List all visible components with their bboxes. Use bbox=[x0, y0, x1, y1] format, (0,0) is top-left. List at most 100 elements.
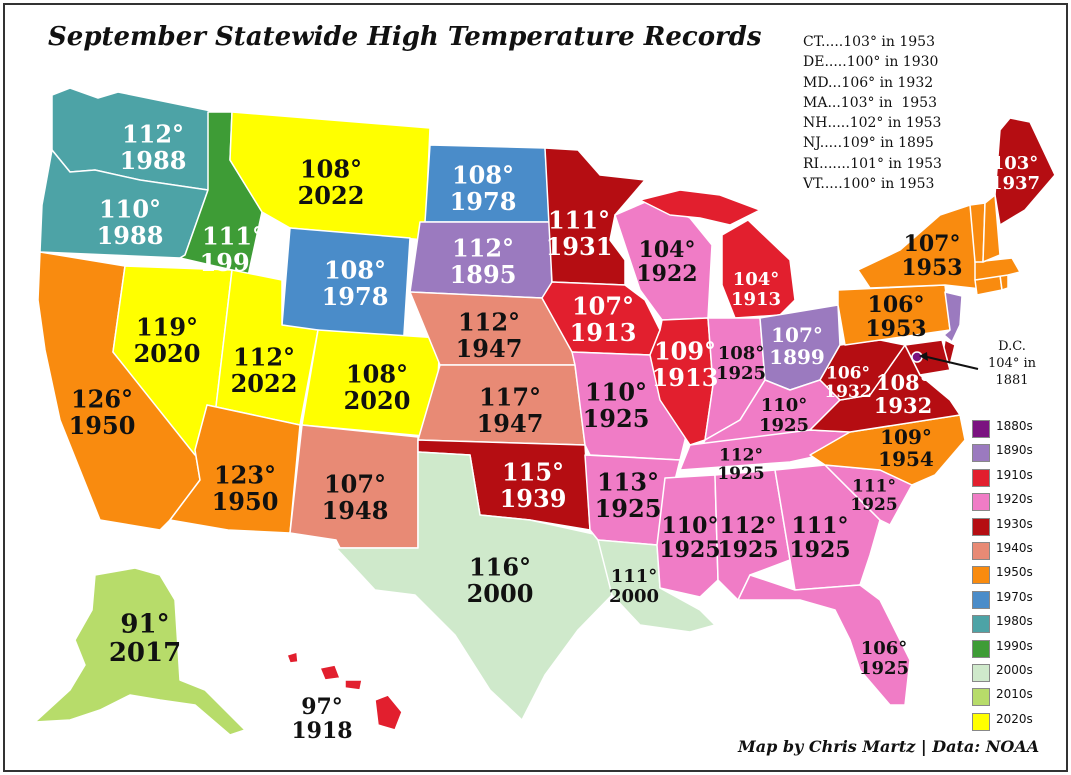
legend-swatch bbox=[972, 639, 990, 658]
legend-swatch bbox=[972, 517, 990, 536]
state-year-al: 1925 bbox=[717, 537, 778, 563]
legend-swatch bbox=[972, 541, 990, 560]
state-label-in: 108°1925 bbox=[716, 343, 766, 384]
state-ak bbox=[34, 567, 246, 736]
state-tx bbox=[335, 451, 613, 721]
state-year-mt: 2022 bbox=[298, 181, 365, 210]
state-temp-ks: 117° bbox=[479, 383, 541, 412]
state-hi-part-2 bbox=[344, 679, 363, 691]
state-year-ut: 2022 bbox=[231, 369, 298, 398]
legend-swatch bbox=[972, 468, 990, 487]
state-year-il: 1913 bbox=[652, 363, 719, 392]
state-year-va: 1932 bbox=[874, 393, 932, 418]
state-temp-va: 108° bbox=[876, 370, 930, 395]
state-temp-la: 111° bbox=[611, 566, 658, 587]
map-title: September Statewide High Temperature Rec… bbox=[48, 22, 762, 52]
state-temp-nm: 107° bbox=[324, 470, 386, 499]
state-label-mi: 104°1913 bbox=[731, 269, 781, 310]
state-nh bbox=[982, 194, 1001, 263]
state-temp-fl: 106° bbox=[861, 638, 908, 659]
legend-swatch bbox=[972, 688, 990, 707]
state-year-wa: 1988 bbox=[120, 146, 187, 175]
state-temp-me: 103° bbox=[992, 153, 1039, 174]
state-label-hi: 97°1918 bbox=[291, 694, 352, 744]
state-label-me: 103°1937 bbox=[990, 153, 1040, 194]
state-year-ca: 1950 bbox=[69, 411, 136, 440]
legend-label: 2020s bbox=[996, 711, 1033, 726]
state-year-nv: 2020 bbox=[134, 339, 201, 368]
state-year-in: 1925 bbox=[716, 363, 766, 384]
small-state-record: MA...103° in 1953 bbox=[803, 94, 937, 111]
state-year-ar: 1925 bbox=[595, 494, 662, 523]
small-state-record: NH.....102° in 1953 bbox=[803, 115, 942, 132]
state-year-nc: 1954 bbox=[878, 447, 934, 471]
state-label-nm: 107°1948 bbox=[322, 470, 389, 525]
state-temp-wy: 108° bbox=[324, 256, 386, 285]
state-temp-hi: 97° bbox=[301, 694, 343, 720]
state-label-wa: 112°1988 bbox=[120, 120, 187, 175]
small-state-record: NJ.....109° in 1895 bbox=[803, 135, 934, 152]
state-year-ok: 1939 bbox=[500, 484, 567, 513]
state-ma bbox=[974, 257, 1021, 281]
dc-pointer-arrow bbox=[919, 352, 928, 361]
state-label-ky: 110°1925 bbox=[759, 395, 809, 436]
state-label-nd: 108°1978 bbox=[450, 161, 517, 216]
state-temp-nv: 119° bbox=[136, 313, 198, 342]
state-year-ga: 1925 bbox=[789, 537, 850, 563]
state-label-al: 112°1925 bbox=[717, 513, 778, 563]
state-label-la: 111°2000 bbox=[609, 566, 659, 607]
legend-label: 1940s bbox=[996, 540, 1033, 555]
state-label-or: 110°1988 bbox=[97, 195, 164, 250]
state-temp-tx: 116° bbox=[469, 553, 531, 582]
state-label-ia: 107°1913 bbox=[570, 292, 637, 347]
dc-callout: D.C. 104° in 1881 bbox=[972, 338, 1052, 389]
legend-label: 1990s bbox=[996, 638, 1033, 653]
state-label-ny: 107°1953 bbox=[901, 231, 962, 281]
state-temp-wv: 106° bbox=[826, 363, 870, 383]
state-year-co: 2020 bbox=[344, 386, 411, 415]
state-label-mt: 108°2022 bbox=[298, 155, 365, 210]
state-label-mo: 110°1925 bbox=[583, 378, 650, 433]
state-year-mi: 1913 bbox=[731, 289, 781, 310]
state-temp-al: 112° bbox=[720, 513, 777, 539]
state-year-nd: 1978 bbox=[450, 187, 517, 216]
small-state-record: RI.......101° in 1953 bbox=[803, 155, 942, 172]
dc-callout-line3: 1881 bbox=[995, 373, 1029, 388]
state-label-va: 108°1932 bbox=[874, 370, 932, 418]
state-temp-in: 108° bbox=[718, 343, 765, 364]
state-label-tn: 112°1925 bbox=[717, 445, 764, 484]
state-temp-ak: 91° bbox=[120, 609, 169, 639]
state-temp-ga: 111° bbox=[792, 513, 849, 539]
legend-swatch bbox=[972, 663, 990, 682]
state-year-mo: 1925 bbox=[583, 404, 650, 433]
legend-label: 1930s bbox=[996, 516, 1033, 531]
state-label-ms: 110°1925 bbox=[659, 513, 720, 563]
state-temp-il: 109° bbox=[654, 337, 716, 366]
state-mi bbox=[721, 219, 796, 319]
legend-swatch bbox=[972, 712, 990, 731]
state-label-il: 109°1913 bbox=[652, 337, 719, 392]
state-temp-pa: 106° bbox=[868, 292, 925, 318]
state-label-ga: 111°1925 bbox=[789, 513, 850, 563]
small-state-record: VT.....100° in 1953 bbox=[803, 176, 935, 193]
state-az bbox=[169, 404, 301, 534]
state-label-ar: 113°1925 bbox=[595, 468, 662, 523]
state-temp-mn: 111° bbox=[548, 206, 610, 235]
state-label-nc: 109°1954 bbox=[878, 425, 934, 471]
state-label-mn: 111°1931 bbox=[546, 206, 613, 261]
legend-label: 1910s bbox=[996, 467, 1033, 482]
legend-label: 1950s bbox=[996, 565, 1033, 580]
state-temp-ky: 110° bbox=[761, 395, 808, 416]
state-label-id: 111°1998 bbox=[200, 222, 267, 277]
state-temp-sd: 112° bbox=[452, 234, 514, 263]
state-year-tx: 2000 bbox=[467, 579, 534, 608]
state-temp-az: 123° bbox=[214, 461, 276, 490]
dc-callout-line2: 104° in bbox=[988, 356, 1036, 371]
legend-label: 1890s bbox=[996, 443, 1033, 458]
state-year-la: 2000 bbox=[609, 586, 659, 607]
state-year-ak: 2017 bbox=[109, 638, 181, 668]
state-temp-mi: 104° bbox=[733, 269, 780, 290]
state-mi-part-1 bbox=[639, 189, 761, 226]
legend-swatch bbox=[972, 615, 990, 634]
